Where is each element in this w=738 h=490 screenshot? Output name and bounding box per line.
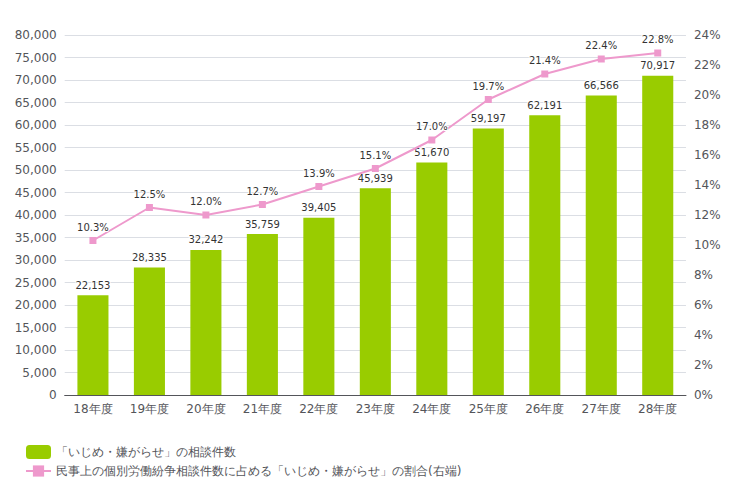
- svg-text:59,197: 59,197: [471, 113, 506, 124]
- svg-text:4%: 4%: [694, 328, 713, 342]
- svg-text:23年度: 23年度: [356, 402, 395, 416]
- svg-text:2%: 2%: [694, 358, 713, 372]
- svg-text:10.3%: 10.3%: [77, 222, 109, 233]
- svg-text:32,242: 32,242: [188, 234, 223, 245]
- svg-text:70,000: 70,000: [15, 73, 57, 87]
- svg-text:20,000: 20,000: [15, 298, 57, 312]
- svg-text:15.1%: 15.1%: [359, 150, 391, 161]
- svg-text:27年度: 27年度: [582, 402, 621, 416]
- svg-text:20年度: 20年度: [186, 402, 225, 416]
- svg-text:18年度: 18年度: [73, 402, 112, 416]
- svg-text:24年度: 24年度: [412, 402, 451, 416]
- svg-text:66,566: 66,566: [584, 80, 619, 91]
- svg-text:10%: 10%: [694, 238, 721, 252]
- svg-text:8%: 8%: [694, 268, 713, 282]
- svg-text:35,000: 35,000: [15, 231, 57, 245]
- svg-text:22年度: 22年度: [299, 402, 338, 416]
- svg-text:22.4%: 22.4%: [585, 40, 617, 51]
- svg-text:40,000: 40,000: [15, 208, 57, 222]
- svg-text:16%: 16%: [694, 148, 721, 162]
- svg-text:20%: 20%: [694, 88, 721, 102]
- svg-text:28年度: 28年度: [638, 402, 677, 416]
- svg-text:21.4%: 21.4%: [529, 55, 561, 66]
- svg-text:28,335: 28,335: [132, 252, 167, 263]
- svg-text:22.8%: 22.8%: [642, 34, 674, 45]
- svg-text:21年度: 21年度: [243, 402, 282, 416]
- svg-text:65,000: 65,000: [15, 96, 57, 110]
- svg-text:51,670: 51,670: [414, 147, 449, 158]
- svg-text:10,000: 10,000: [15, 343, 57, 357]
- svg-text:19.7%: 19.7%: [472, 81, 504, 92]
- svg-text:30,000: 30,000: [15, 253, 57, 267]
- svg-text:12%: 12%: [694, 208, 721, 222]
- svg-text:12.5%: 12.5%: [134, 189, 166, 200]
- svg-text:50,000: 50,000: [15, 163, 57, 177]
- svg-text:25,000: 25,000: [15, 276, 57, 290]
- svg-text:12.7%: 12.7%: [246, 186, 278, 197]
- svg-text:62,191: 62,191: [527, 100, 562, 111]
- svg-text:0: 0: [49, 388, 57, 402]
- svg-text:22,153: 22,153: [75, 280, 110, 291]
- svg-text:39,405: 39,405: [301, 202, 336, 213]
- svg-text:18%: 18%: [694, 118, 721, 132]
- svg-text:15,000: 15,000: [15, 321, 57, 335]
- svg-text:55,000: 55,000: [15, 141, 57, 155]
- svg-text:5,000: 5,000: [22, 366, 56, 380]
- svg-text:14%: 14%: [694, 178, 721, 192]
- svg-text:35,759: 35,759: [245, 219, 280, 230]
- svg-text:13.9%: 13.9%: [303, 168, 335, 179]
- svg-text:24%: 24%: [694, 28, 721, 42]
- svg-text:25年度: 25年度: [469, 402, 508, 416]
- svg-text:45,939: 45,939: [358, 173, 393, 184]
- svg-text:80,000: 80,000: [15, 28, 57, 42]
- svg-text:19年度: 19年度: [130, 402, 169, 416]
- svg-text:70,917: 70,917: [640, 60, 675, 71]
- svg-text:60,000: 60,000: [15, 118, 57, 132]
- svg-text:6%: 6%: [694, 298, 713, 312]
- svg-text:75,000: 75,000: [15, 51, 57, 65]
- svg-text:0%: 0%: [694, 388, 713, 402]
- svg-text:12.0%: 12.0%: [190, 196, 222, 207]
- svg-text:民事上の個別労働紛争相談件数に占める「いじめ・嫌がらせ」の割: 民事上の個別労働紛争相談件数に占める「いじめ・嫌がらせ」の割合(右端): [56, 464, 461, 478]
- svg-text:22%: 22%: [694, 58, 721, 72]
- svg-text:45,000: 45,000: [15, 186, 57, 200]
- svg-text:26年度: 26年度: [525, 402, 564, 416]
- svg-text:「いじめ・嫌がらせ」の相談件数: 「いじめ・嫌がらせ」の相談件数: [56, 445, 236, 459]
- svg-text:17.0%: 17.0%: [416, 121, 448, 132]
